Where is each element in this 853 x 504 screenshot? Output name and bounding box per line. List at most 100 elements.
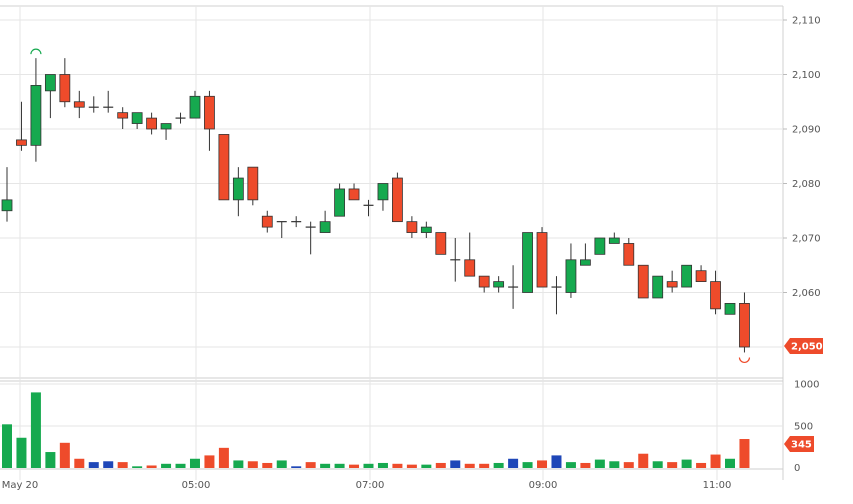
grid [0,5,784,480]
candle-body [580,259,591,266]
candle [160,123,172,140]
candle [464,232,476,277]
volume-bar [594,459,605,468]
candle [247,166,259,206]
candle [305,221,316,255]
candle [88,96,99,113]
price-axis: 2,060 2,070 2,080 2,090 2,100 2,110 [783,16,821,299]
candle [594,237,606,255]
candle [420,221,432,238]
volume-bar [117,462,128,468]
candle [681,264,693,288]
candle-body [146,117,158,130]
candle [478,275,490,293]
candle-body [420,226,432,233]
candle [232,167,244,217]
volume-bar [262,462,273,468]
candle-body [218,134,230,201]
candle-body [334,188,345,217]
volume-bar [725,458,735,468]
candle-body [319,221,331,233]
time-tick-label: 05:00 [182,480,211,491]
volume-bar [218,447,229,468]
volume-bar [320,463,331,468]
volume-bar [132,466,143,468]
last-volume-badge-shape [784,436,814,453]
candle [551,276,562,315]
candle [450,238,461,282]
volume-bar [479,463,490,468]
time-tick-label: May 20 [2,480,39,491]
candle-body [637,264,649,299]
candle-body [608,237,620,244]
session-high-marker [30,48,42,55]
candle-body [536,232,548,288]
price-tick-label: 2,070 [792,234,821,245]
volume-tick-label: 500 [794,422,813,433]
candle-body [623,243,635,266]
candle [146,112,158,135]
price-tick-label: 2,110 [792,16,821,27]
volume-bar [681,459,692,468]
candle [739,292,750,353]
volume-bar [638,453,649,468]
candle-body [377,183,389,201]
volume-bar [710,454,721,468]
volume-axis: 0 500 1000 [794,380,819,475]
candle [536,227,548,288]
candle-body [666,281,678,288]
candle [30,58,42,162]
volume-bar [522,462,533,468]
volume-bar [291,466,302,468]
candle [16,101,27,151]
candle-body [594,237,606,255]
volume-bar [2,424,12,468]
candle [608,232,620,244]
volume-bar [189,458,200,468]
candle [522,232,533,293]
candle [73,90,85,119]
candle-body [695,270,707,283]
candle-body [247,166,259,201]
price-tick-label: 2,090 [792,125,821,136]
candle [637,264,649,299]
volume-bar [580,462,591,468]
volume-bar [392,463,403,468]
candles [1,58,750,353]
candle-body [464,259,476,277]
candle [276,221,287,238]
candle-body [16,139,27,146]
candle [218,134,230,201]
candle-body [204,95,215,130]
volume-bar [30,392,41,468]
candle [377,183,389,211]
time-tick-label: 11:00 [703,480,732,491]
candle [334,183,345,217]
candle-body [406,221,418,233]
volume-bar [565,462,576,468]
volume-bar [349,464,360,468]
candle-body [59,74,71,103]
volume-bar [363,463,374,468]
volume-bar [667,462,678,468]
last-price-badge-text: 2,050 [791,342,823,353]
volume-bar [739,439,750,468]
volume-bar [233,460,244,468]
last-price-badge-shape [784,338,823,354]
candle-body [724,302,736,315]
candle [580,243,591,266]
candle [59,58,71,108]
price-tick-label: 2,080 [792,179,821,190]
candle [291,216,302,228]
volume-bar [377,462,388,468]
time-tick-label: 09:00 [529,480,558,491]
volume-bars [2,392,750,468]
candle [131,112,143,129]
volume-bar [276,460,287,468]
volume-tick-label: 1000 [794,380,819,391]
volume-bar [421,464,432,468]
candle [652,275,664,299]
volume-bar [16,437,27,468]
volume-bar [59,442,70,468]
